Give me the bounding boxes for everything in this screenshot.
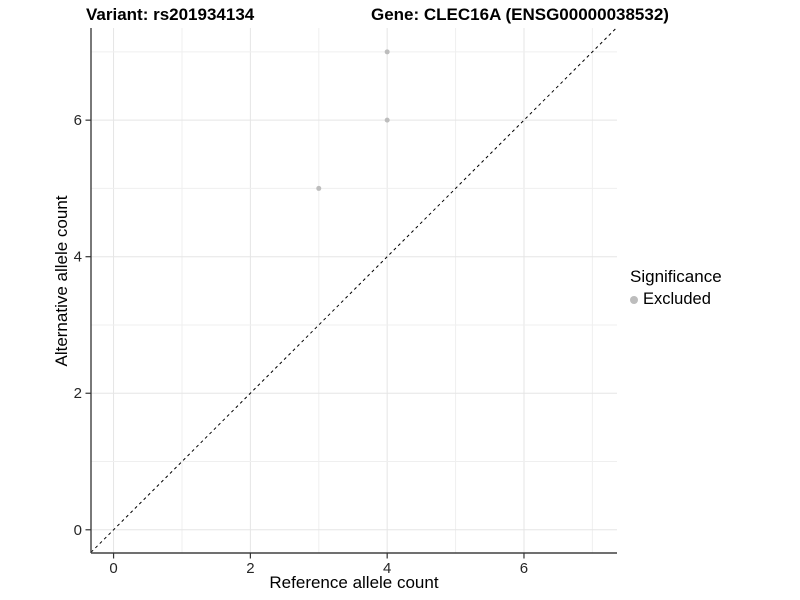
x-tick-label: 0 bbox=[109, 560, 117, 577]
x-tick-label: 4 bbox=[383, 560, 391, 577]
identity-line bbox=[90, 27, 617, 553]
legend-point-icon bbox=[630, 295, 638, 304]
data-point bbox=[384, 117, 390, 123]
legend-item-excluded: Excluded bbox=[630, 290, 722, 309]
legend-item-label: Excluded bbox=[643, 290, 711, 308]
x-tick-label: 2 bbox=[246, 560, 254, 577]
y-tick-label: 6 bbox=[74, 112, 82, 129]
plot-title-variant: Variant: rs201934134 bbox=[86, 5, 255, 24]
plot-title-gene: Gene: CLEC16A (ENSG00000038532) bbox=[371, 5, 669, 24]
legend-title: Significance bbox=[630, 267, 722, 286]
data-point bbox=[316, 185, 322, 191]
x-tick-label: 6 bbox=[520, 560, 528, 577]
y-tick-label: 0 bbox=[74, 522, 82, 539]
data-point bbox=[384, 49, 390, 55]
y-axis-title: Alternative allele count bbox=[52, 195, 71, 367]
x-axis-title: Reference allele count bbox=[269, 573, 439, 592]
legend: Significance Excluded bbox=[630, 267, 722, 309]
y-tick-label: 4 bbox=[74, 249, 82, 266]
y-tick-label: 2 bbox=[74, 385, 82, 402]
